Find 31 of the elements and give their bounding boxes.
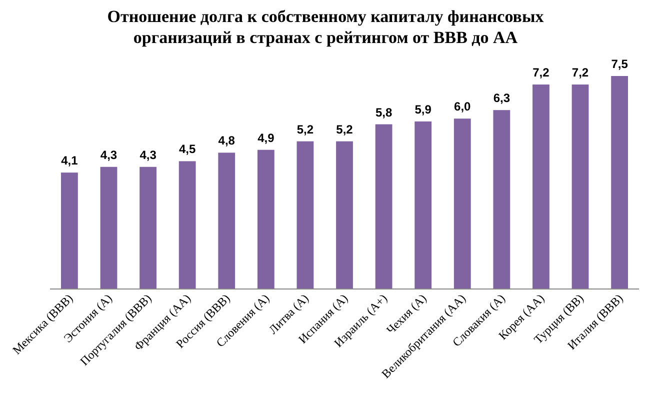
data-label: 4,3: [140, 148, 157, 162]
data-label: 4,5: [178, 142, 196, 156]
bar: [375, 124, 392, 289]
data-label: 6,3: [493, 91, 510, 106]
data-label: 7,2: [532, 66, 550, 80]
bar: [61, 172, 78, 289]
data-label: 4,1: [61, 154, 78, 168]
bar: [100, 166, 118, 289]
data-label: 5,8: [375, 105, 392, 120]
data-label: 5,2: [296, 122, 314, 136]
bar: [493, 110, 510, 289]
bar: [454, 118, 471, 289]
data-label: 7,2: [572, 66, 589, 80]
bar: [218, 152, 236, 289]
data-label: 5,2: [336, 122, 354, 136]
bar: [414, 121, 432, 289]
bar: [296, 141, 314, 289]
data-label: 4,9: [258, 130, 275, 145]
bar: [532, 84, 550, 289]
data-label: 6,0: [454, 100, 472, 114]
bar: [336, 141, 353, 289]
bar: [178, 161, 196, 289]
bar: [140, 166, 156, 289]
data-label: 4,8: [218, 134, 236, 148]
bar: [257, 150, 274, 289]
data-label: 5,9: [414, 102, 432, 116]
bar: [572, 84, 589, 289]
data-label: 4,3: [100, 148, 118, 162]
data-label: 7,5: [611, 57, 628, 71]
bar: [611, 76, 628, 289]
chart-title: Отношение долга к собственному капиталу финансовых организаций в странах с рейтингом от BBB до AA: [107, 7, 544, 47]
